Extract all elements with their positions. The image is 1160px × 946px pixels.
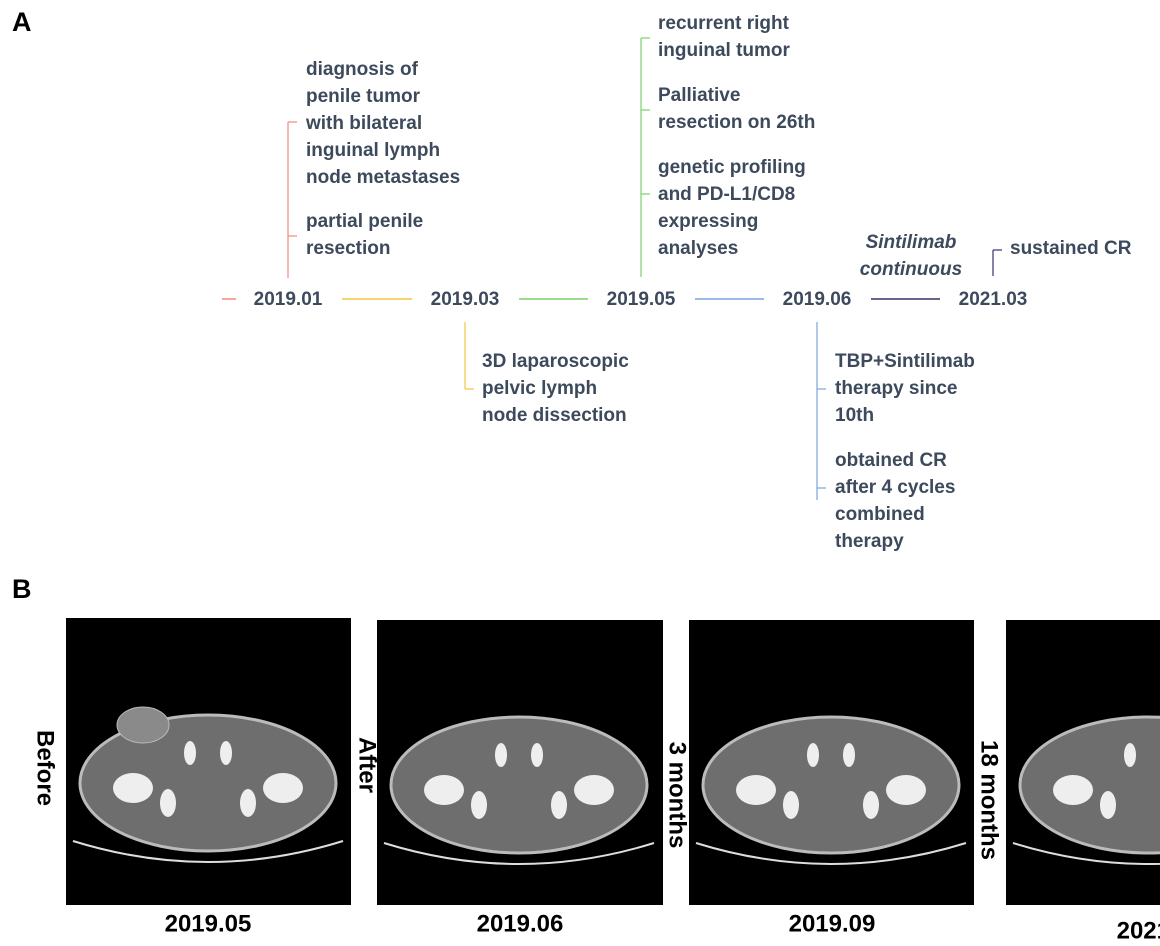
ct-bone — [184, 741, 196, 765]
image-date: 2019.06 — [477, 910, 564, 937]
event-note: analyses — [658, 238, 738, 259]
ct-bone — [783, 791, 799, 819]
event-note: obtained CR — [835, 450, 947, 471]
ct-bone — [263, 773, 303, 803]
timeline-date: 2019.06 — [783, 289, 852, 310]
ct-bone — [886, 775, 926, 805]
ct-bone — [1053, 775, 1093, 805]
ct-bone — [1100, 791, 1116, 819]
ct-image — [377, 620, 663, 905]
panel-label: A — [12, 7, 32, 37]
ct-bone — [113, 773, 153, 803]
event-note: node dissection — [482, 405, 627, 426]
event-note: genetic profiling — [658, 157, 806, 178]
side-label: Before — [32, 730, 59, 806]
ct-bone — [1124, 743, 1136, 767]
event-note: and PD-L1/CD8 — [658, 184, 795, 205]
event-note: diagnosis of — [306, 59, 419, 80]
event-note: resection — [306, 238, 390, 259]
ct-bone — [843, 743, 855, 767]
event-note: with bilateral — [305, 113, 422, 134]
ct-image — [689, 620, 974, 905]
ct-bone — [220, 741, 232, 765]
image-date: 2019.05 — [165, 910, 252, 937]
event-note: inguinal tumor — [658, 40, 791, 61]
ct-bone — [574, 775, 614, 805]
timeline-date: 2019.05 — [607, 289, 676, 310]
event-note: node metastases — [306, 167, 460, 188]
ct-bone — [551, 791, 567, 819]
event-note: pelvic lymph — [482, 378, 597, 399]
event-note: inguinal lymph — [306, 140, 440, 161]
event-note: expressing — [658, 211, 758, 232]
ct-bone — [863, 791, 879, 819]
event-note: partial penile — [306, 211, 423, 232]
event-note: sustained CR — [1010, 238, 1132, 259]
image-date: 2019.09 — [789, 910, 876, 937]
ct-bone — [495, 743, 507, 767]
ct-bone — [807, 743, 819, 767]
ct-bone — [471, 791, 487, 819]
event-note: therapy — [835, 531, 904, 552]
ct-image — [1006, 620, 1160, 905]
event-note: combined — [835, 504, 925, 525]
event-note: 3D laparoscopic — [482, 351, 629, 372]
timeline-date: 2021.03 — [959, 289, 1028, 310]
image-date: 2021.03 — [1117, 917, 1160, 944]
event-note: 10th — [835, 405, 874, 426]
event-note: after 4 cycles — [835, 477, 955, 498]
event-note: Palliative — [658, 85, 740, 106]
timeline-date: 2019.03 — [431, 289, 500, 310]
timeline-date: 2019.01 — [254, 289, 323, 310]
ct-image — [66, 618, 351, 905]
side-label: After — [354, 737, 381, 793]
side-label: 3 months — [664, 742, 691, 849]
interval-note: Sintilimab — [866, 232, 957, 253]
ct-bone — [240, 789, 256, 817]
interval-note: continuous — [860, 259, 962, 280]
ct-bone — [160, 789, 176, 817]
side-label: 18 months — [976, 740, 1003, 860]
ct-bone — [531, 743, 543, 767]
ct-tumor — [117, 707, 169, 743]
event-note: recurrent right — [658, 13, 790, 34]
event-note: TBP+Sintilimab — [835, 351, 975, 372]
figure: A B 2019.01 2019.03 2019.05 2019.06 2021.03 d… — [0, 0, 1160, 946]
ct-bone — [736, 775, 776, 805]
panel-label: B — [12, 574, 32, 604]
ct-bone — [424, 775, 464, 805]
event-note: resection on 26th — [658, 112, 815, 133]
event-note: penile tumor — [306, 86, 421, 107]
event-note: therapy since — [835, 378, 958, 399]
